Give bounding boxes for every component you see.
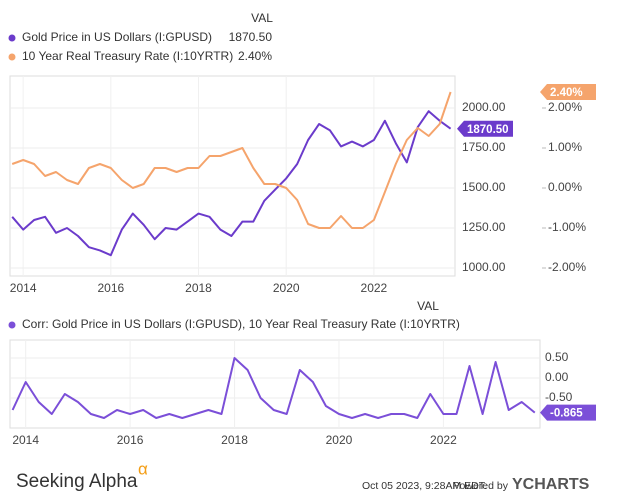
x-tick-label: 2020	[326, 433, 353, 447]
y2-tick-label: 1.00%	[548, 140, 582, 154]
value-badge-label: 2.40%	[550, 87, 583, 99]
legend-value: 1870.50	[229, 30, 273, 44]
x-tick-label: 2018	[185, 281, 212, 295]
series-line	[11, 91, 452, 229]
powered-by: Powered by	[453, 480, 509, 492]
value-badge-label: -0.865	[550, 408, 583, 420]
legend-marker	[8, 34, 16, 42]
y-tick-label: 1250.00	[462, 220, 506, 234]
plot-area	[9, 75, 456, 277]
value-badge-label: 1870.50	[467, 124, 509, 136]
y2-tick-label: -1.00%	[548, 220, 586, 234]
value-badge	[540, 404, 596, 421]
series-line	[11, 357, 536, 419]
x-tick-label: 2014	[12, 433, 39, 447]
x-tick-label: 2022	[430, 433, 457, 447]
x-tick-label: 2016	[97, 281, 124, 295]
legend-header: VAL	[417, 299, 439, 313]
series-line	[11, 110, 452, 257]
y-tick-label: 2000.00	[462, 100, 506, 114]
legend-value: 2.40%	[238, 49, 272, 63]
value-badge	[457, 120, 513, 137]
provider: YCHARTS	[512, 476, 590, 493]
timestamp: Oct 05 2023, 9:28AM EDT.	[362, 480, 487, 492]
x-tick-label: 2022	[361, 281, 388, 295]
y-tick-label: 1000.00	[462, 260, 506, 274]
legend-label: 10 Year Real Treasury Rate (I:10YRTR)	[22, 49, 233, 63]
value-badge	[540, 84, 596, 100]
brand: Seeking Alpha	[16, 471, 138, 492]
plot-area	[9, 339, 541, 429]
y2-tick-label: -2.00%	[548, 260, 586, 274]
y2-tick-label: 2.00%	[548, 100, 582, 114]
y-tick-label: 1500.00	[462, 180, 506, 194]
legend-label: Corr: Gold Price in US Dollars (I:GPUSD)…	[22, 317, 460, 331]
x-tick-label: 2018	[221, 433, 248, 447]
legend-header: VAL	[251, 11, 273, 25]
y-tick-label: -0.50	[545, 390, 573, 404]
brand-mark: α	[138, 459, 148, 478]
y-tick-label: 1750.00	[462, 140, 506, 154]
y-tick-label: 0.50	[545, 350, 569, 364]
legend-marker	[8, 53, 16, 61]
legend-label: Gold Price in US Dollars (I:GPUSD)	[22, 30, 212, 44]
legend-marker	[8, 321, 16, 329]
x-tick-label: 2016	[117, 433, 144, 447]
y-tick-label: 0.00	[545, 370, 569, 384]
y2-tick-label: 0.00%	[548, 180, 582, 194]
x-tick-label: 2020	[273, 281, 300, 295]
x-tick-label: 2014	[10, 281, 37, 295]
